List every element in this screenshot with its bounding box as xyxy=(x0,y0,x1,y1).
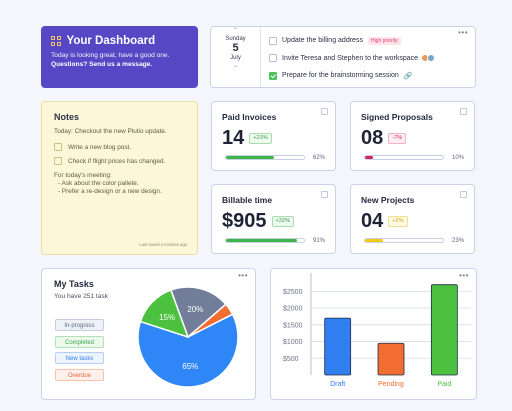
pie-slice-label: 15% xyxy=(159,313,175,322)
stat-label: Signed Proposals xyxy=(361,112,433,122)
stat-label: Paid Invoices xyxy=(222,112,277,122)
stat-value: 08 xyxy=(361,127,384,149)
notes-check-item[interactable]: Write a new blog post. xyxy=(54,140,185,154)
todo-item[interactable]: Invite Teresa and Stephen to the workspa… xyxy=(269,50,469,68)
notes-bullet: - Prefer a re-design or a new design. xyxy=(58,188,162,195)
pie-slice[interactable] xyxy=(137,313,239,388)
stat-label: New Projects xyxy=(361,195,415,205)
bar[interactable] xyxy=(324,317,352,376)
change-badge: +2% xyxy=(388,215,408,227)
stat-card-new-projects: New Projects 04 +2% 23% xyxy=(350,184,475,254)
legend-completed[interactable]: Completed xyxy=(55,335,104,348)
legend-overdue[interactable]: Overdue xyxy=(55,369,104,382)
invoice-bar-chart-card: $2500 $2000 $1500 $1000 $500 Draft Pending Paid… xyxy=(270,268,477,400)
welcome-card: Your Dashboard Today is looking great, h… xyxy=(41,26,198,88)
notes-check-label: Write a new blog post. xyxy=(68,143,132,151)
notes-title: Notes xyxy=(54,112,80,122)
pie-slice[interactable] xyxy=(139,289,190,339)
legend-new-tasks[interactable]: New tasks xyxy=(55,352,104,365)
expand-icon[interactable] xyxy=(460,191,467,198)
todo-item[interactable]: Update the billing address High priority xyxy=(269,32,469,50)
notes-intro: Today: Checkout the new Plutio update. xyxy=(54,128,167,135)
avatar xyxy=(427,54,436,63)
todo-label: Invite Teresa and Stephen to the workspa… xyxy=(282,54,419,62)
checkbox[interactable] xyxy=(269,54,277,63)
more-options-icon[interactable]: ••• xyxy=(238,271,248,280)
month: July xyxy=(230,55,241,61)
change-badge: -7% xyxy=(388,132,407,144)
pie-slice-label: 65% xyxy=(182,362,198,371)
stat-value: 04 xyxy=(361,210,384,232)
stat-card-signed-proposals: Signed Proposals 08 -7% 10% xyxy=(350,101,475,171)
notes-check-item[interactable]: Check if flight prices has changed. xyxy=(54,154,185,168)
y-tick-label: $1000 xyxy=(283,339,303,346)
x-tick-label: Draft xyxy=(330,381,345,388)
more-options-icon[interactable]: ••• xyxy=(458,28,468,37)
progress-bar xyxy=(364,155,444,160)
y-tick-label: $2000 xyxy=(283,306,303,313)
stat-label: Billable time xyxy=(222,195,273,205)
support-link[interactable]: Questions? Send us a message. xyxy=(51,60,153,68)
todo-label: Update the billing address xyxy=(282,37,363,45)
notes-card[interactable]: Notes Today: Checkout the new Plutio upd… xyxy=(41,101,198,255)
day-number: 5 xyxy=(232,42,239,54)
x-tick-label: Paid xyxy=(437,381,451,388)
todo-item[interactable]: Prepare for the brainstorming session 🔗 xyxy=(269,67,469,85)
tasks-pie-chart: 20% 65% 15% xyxy=(137,286,239,388)
tasks-subtitle: You have 251 task xyxy=(54,293,109,300)
last-saved-text: Last saved 4 minutes ago xyxy=(139,242,187,247)
welcome-line: Today is looking great, have a good one. xyxy=(51,52,170,59)
notes-check-label: Check if flight prices has changed. xyxy=(68,157,166,165)
pie-slice-label: 20% xyxy=(187,305,203,314)
expand-icon[interactable] xyxy=(321,191,328,198)
progress-percent: 62% xyxy=(312,155,325,161)
stat-value: $905 xyxy=(222,210,267,232)
notes-bullet: - Ask about the color pallete. xyxy=(58,180,139,187)
invoice-bar-chart: $2500 $2000 $1500 $1000 $500 Draft Pending Paid xyxy=(283,273,471,388)
y-tick-label: $500 xyxy=(283,356,299,363)
progress-bar xyxy=(225,238,305,243)
progress-percent: 91% xyxy=(312,238,325,244)
stat-card-billable-time: Billable time $905 +32% 91% xyxy=(211,184,336,254)
priority-badge: High priority xyxy=(367,36,401,45)
progress-bar xyxy=(225,155,305,160)
dashboard-grid-icon xyxy=(51,36,61,46)
chevron-up-icon[interactable]: ⌃ xyxy=(232,28,239,34)
expand-icon[interactable] xyxy=(321,108,328,115)
bar[interactable] xyxy=(430,284,458,376)
my-tasks-card: My Tasks You have 251 task In-progress C… xyxy=(41,268,256,400)
tasks-legend: In-progress Completed New tasks Overdue xyxy=(55,319,104,386)
pie-slice[interactable] xyxy=(169,286,227,339)
progress-percent: 10% xyxy=(451,155,464,161)
stat-card-paid-invoices: Paid Invoices 14 +23% 62% xyxy=(211,101,336,171)
checkbox[interactable] xyxy=(54,143,62,151)
stat-value: 14 xyxy=(222,127,245,149)
assignee-avatars xyxy=(421,54,436,63)
meeting-heading: For today's meeting: xyxy=(54,172,112,179)
welcome-title: Your Dashboard xyxy=(66,35,156,47)
checkbox[interactable] xyxy=(54,157,62,165)
progress-percent: 23% xyxy=(451,238,464,244)
chevron-down-icon[interactable]: ⌄ xyxy=(232,63,239,69)
bar[interactable] xyxy=(377,342,405,376)
checkbox[interactable] xyxy=(269,36,277,45)
expand-icon[interactable] xyxy=(460,108,467,115)
y-tick-label: $1500 xyxy=(283,322,303,329)
x-tick-label: Pending xyxy=(378,381,404,388)
change-badge: +23% xyxy=(249,132,272,144)
progress-bar xyxy=(364,238,444,243)
weekday: Sunday xyxy=(225,36,246,42)
date-picker: ⌃ Sunday 5 July ⌄ xyxy=(211,27,261,87)
tasks-title: My Tasks xyxy=(54,279,94,289)
checkbox-checked[interactable] xyxy=(269,71,277,80)
change-badge: +32% xyxy=(271,215,294,227)
todo-label: Prepare for the brainstorming session xyxy=(282,72,399,80)
todo-card: ⌃ Sunday 5 July ⌄ Update the billing add… xyxy=(210,26,476,88)
legend-in-progress[interactable]: In-progress xyxy=(55,319,104,331)
y-tick-label: $2500 xyxy=(283,289,303,296)
attachment-icon: 🔗 xyxy=(403,72,413,80)
more-options-icon[interactable]: ••• xyxy=(459,271,469,280)
